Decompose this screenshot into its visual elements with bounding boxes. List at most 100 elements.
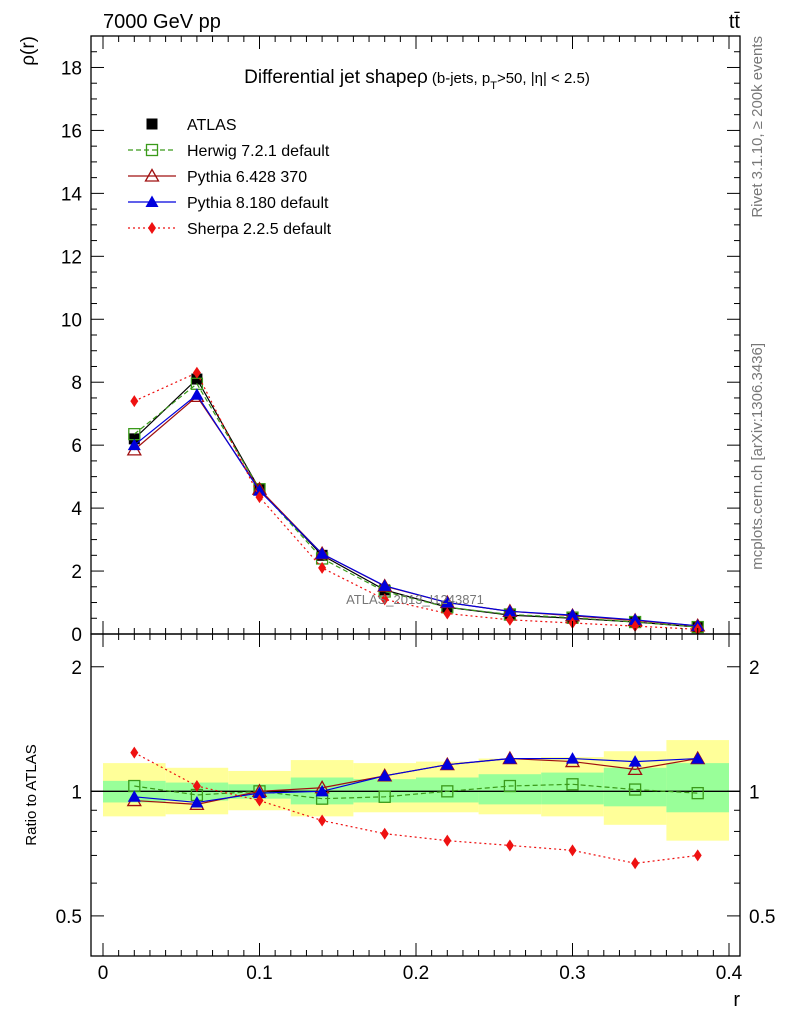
ratio-y-tick-label-right: 2 <box>749 658 760 679</box>
data-point <box>315 547 329 559</box>
data-point <box>566 752 579 764</box>
legend-marker <box>145 195 159 207</box>
legend-item: Pythia 8.180 default <box>128 195 329 212</box>
ratio-y-tick-label-right: 0.5 <box>749 907 775 928</box>
data-point <box>628 613 642 625</box>
data-point <box>566 778 579 791</box>
ratio-y-axis-label: Ratio to ATLAS <box>23 744 40 845</box>
series-line <box>134 752 698 864</box>
y-tick-label: 12 <box>61 247 82 268</box>
data-point <box>691 752 705 764</box>
data-point <box>315 784 329 797</box>
series-line <box>133 378 698 628</box>
y-tick-label: 6 <box>71 436 82 457</box>
data-point <box>130 746 139 759</box>
data-point <box>440 758 454 770</box>
data-point <box>191 373 203 385</box>
data-point <box>503 752 517 764</box>
data-point <box>127 790 141 802</box>
legend-marker <box>148 222 156 234</box>
main-plot: 0 2 4 6 8 10 12 14 16 18 <box>61 35 741 646</box>
data-point <box>253 786 266 799</box>
series-line <box>133 393 698 627</box>
y-tick-label: 0 <box>71 625 82 646</box>
legend-item: Pythia 6.428 370 <box>128 168 307 186</box>
mcplots-label: mcplots.cern.ch [arXiv:1306.3436] <box>749 343 766 570</box>
y-tick-label: 14 <box>61 184 83 205</box>
data-point <box>378 579 392 591</box>
legend-item: Sherpa 2.2.5 default <box>128 221 332 238</box>
data-point <box>130 395 139 408</box>
series-line <box>134 783 698 800</box>
data-point <box>378 769 392 781</box>
data-point <box>190 795 204 808</box>
legend-label: Pythia 8.180 default <box>187 195 329 212</box>
header-right-label: tt̄ <box>729 11 741 33</box>
ratio-y-tick-label-right: 1 <box>749 782 760 803</box>
x-tick-label: 0.4 <box>716 963 743 984</box>
uncertainty-band-inner <box>541 772 604 805</box>
data-point <box>503 779 517 793</box>
data-point <box>255 491 264 504</box>
data-point <box>190 388 204 400</box>
data-point <box>380 593 389 606</box>
data-point <box>568 844 577 857</box>
data-point <box>505 839 514 852</box>
x-tick-label: 0.3 <box>559 963 585 984</box>
legend-marker <box>144 168 160 182</box>
y-tick-label: 2 <box>71 562 82 583</box>
rivet-version-label: Rivet 3.1.10, ≥ 200k events <box>749 36 766 218</box>
series-line <box>134 371 698 630</box>
legend-label: Herwig 7.2.1 default <box>187 143 330 160</box>
data-point <box>443 834 452 847</box>
data-point <box>631 857 640 870</box>
uncertainty-band-inner <box>416 777 479 803</box>
legend-item: Herwig 7.2.1 default <box>128 143 330 160</box>
data-point <box>628 783 642 796</box>
data-point <box>691 786 704 800</box>
legend-label: Sherpa 2.2.5 default <box>187 221 332 238</box>
data-point <box>441 785 454 798</box>
data-point <box>380 827 389 840</box>
x-axis-label: r <box>733 989 740 1011</box>
data-point <box>318 561 327 574</box>
data-point <box>192 366 201 379</box>
top-y-axis-label: ρ(r) <box>18 36 39 66</box>
data-point <box>628 755 642 767</box>
data-point <box>443 607 452 620</box>
legend: ATLAS Herwig 7.2.1 default Pythia 6.428 37… <box>128 117 332 238</box>
y-tick-label: 10 <box>61 310 82 331</box>
data-point <box>627 761 643 776</box>
legend-marker <box>146 118 158 130</box>
ratio-y-tick-label: 0.5 <box>56 907 82 928</box>
ratio-y-tick-label: 2 <box>71 658 82 679</box>
data-point <box>693 849 702 862</box>
legend-marker <box>145 143 159 157</box>
x-tick-label: 0.2 <box>403 963 429 984</box>
x-tick-label: 0.1 <box>246 963 272 984</box>
series-line <box>133 382 698 628</box>
y-tick-label: 16 <box>61 121 82 142</box>
legend-label: Pythia 6.428 370 <box>187 169 307 186</box>
uncertainty-band-inner <box>603 767 667 807</box>
data-point <box>631 620 640 633</box>
legend-item: ATLAS <box>146 117 237 134</box>
data-point <box>318 814 327 827</box>
analysis-watermark: ATLAS_2013_I1243871 <box>346 592 484 607</box>
y-tick-label: 18 <box>61 58 82 79</box>
uncertainty-band-inner <box>478 774 542 805</box>
series-line <box>134 757 698 804</box>
data-point <box>378 790 391 803</box>
data-point <box>253 484 266 496</box>
y-tick-label: 4 <box>71 499 82 520</box>
data-point <box>255 794 264 807</box>
x-tick-label: 0 <box>98 963 109 984</box>
data-point <box>503 604 517 617</box>
data-point <box>505 613 514 626</box>
ratio-plot: 0.5 0.5 1 1 2 2 0 0.1 0.2 0.3 0.4 <box>56 633 775 984</box>
y-tick-label: 8 <box>71 373 82 394</box>
data-point <box>127 438 141 451</box>
data-point <box>440 596 454 608</box>
ratio-y-tick-label: 1 <box>71 782 82 803</box>
